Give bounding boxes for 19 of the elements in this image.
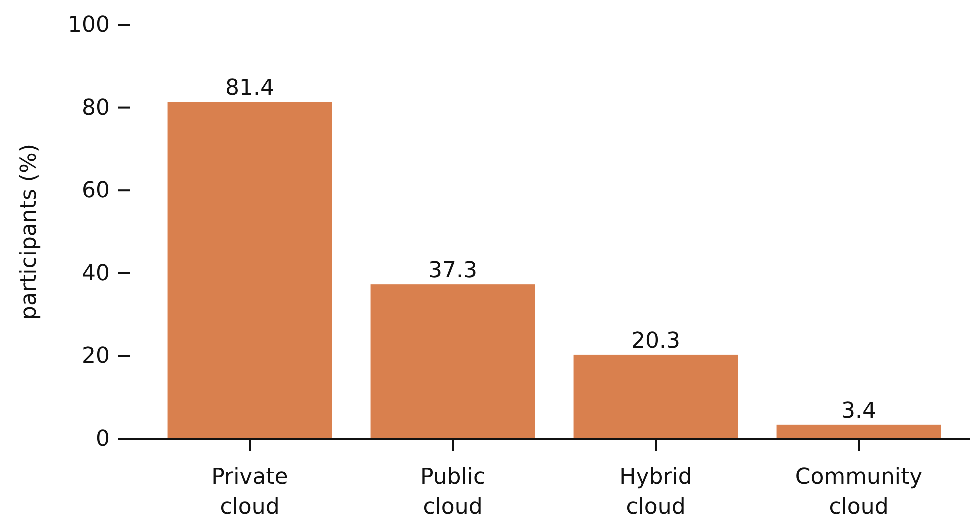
data-label: 3.4 (842, 398, 876, 424)
bar (370, 284, 536, 439)
bar (776, 424, 942, 439)
y-axis-title: participants (%) (17, 144, 42, 320)
y-tick-label: 0 (96, 427, 110, 452)
y-tick-label: 100 (68, 13, 110, 38)
x-tick-label: Private cloud (212, 465, 288, 520)
data-label: 81.4 (226, 76, 274, 102)
y-tick-label: 20 (82, 344, 110, 370)
x-tick-label: Community cloud (795, 465, 923, 520)
bar (574, 354, 738, 439)
data-label: 20.3 (632, 328, 680, 354)
x-tick-label: Public cloud (420, 465, 486, 520)
bar (168, 102, 332, 439)
y-tick-label: 40 (82, 261, 110, 286)
x-tick-label: Hybrid cloud (620, 465, 692, 520)
y-tick-label: 80 (82, 96, 110, 121)
y-tick-label: 60 (82, 178, 110, 204)
data-label: 37.3 (428, 258, 478, 284)
